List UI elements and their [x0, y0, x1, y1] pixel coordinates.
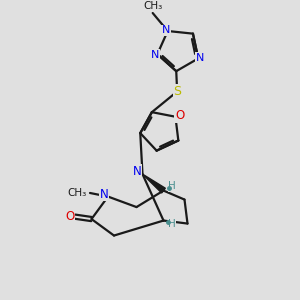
Text: N: N [162, 25, 170, 35]
Text: CH₃: CH₃ [143, 2, 162, 11]
Text: H: H [168, 181, 176, 191]
Text: N: N [133, 165, 142, 178]
Text: H: H [168, 219, 176, 229]
Text: N: N [100, 188, 109, 201]
Text: O: O [175, 109, 184, 122]
Text: S: S [173, 85, 181, 98]
Text: CH₃: CH₃ [68, 188, 87, 198]
Text: N: N [196, 53, 204, 63]
Text: N: N [0, 299, 1, 300]
Polygon shape [142, 174, 165, 193]
Text: N: N [151, 50, 159, 60]
Text: O: O [66, 210, 75, 223]
